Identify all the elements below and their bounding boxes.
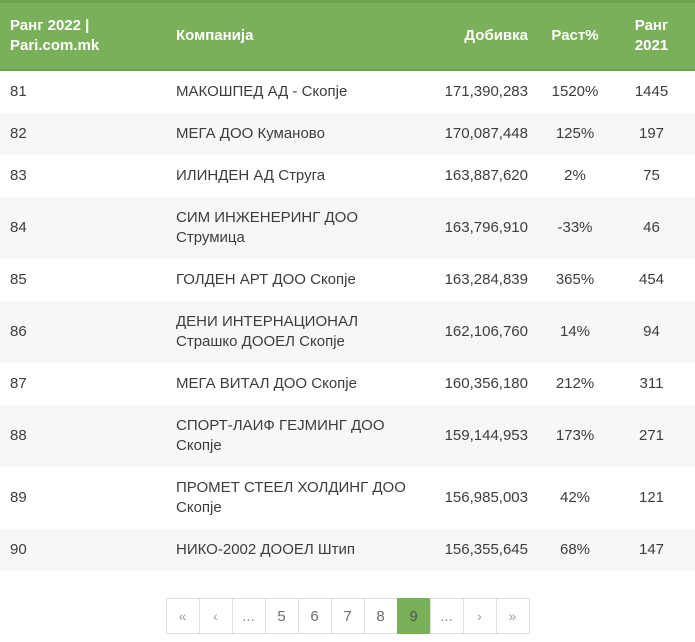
cell-rank-2021: 147 (638, 541, 665, 558)
cell-rank-2021: 94 (643, 323, 660, 340)
table-row: 88 СПОРТ-ЛАИФ ГЕЈМИНГ ДОО Скопје 159,144… (0, 405, 695, 467)
cell-rank-2022: 85 (10, 271, 27, 288)
cell-profit: 163,796,910 (444, 219, 528, 236)
table-row: 89 ПРОМЕТ СТЕЕЛ ХОЛДИНГ ДОО Скопје 156,9… (0, 467, 695, 529)
cell-company: ИЛИНДЕН АД Струга (176, 167, 326, 184)
pagination-page-8[interactable]: 8 (363, 598, 398, 634)
ranking-table: Ранг 2022 | Pari.com.mk Компанија Добивк… (0, 0, 695, 571)
pagination-ellipsis-8: ... (429, 598, 464, 634)
pagination-prev[interactable]: ‹ (198, 598, 233, 634)
cell-profit: 162,106,760 (444, 323, 528, 340)
table-row: 84 СИМ ИНЖЕНЕРИНГ ДОО Струмица 163,796,9… (0, 197, 695, 259)
cell-growth: 68% (559, 541, 591, 558)
cell-growth: 42% (559, 489, 591, 506)
pagination-page-5[interactable]: 5 (264, 598, 299, 634)
cell-growth: 2% (564, 167, 586, 184)
pagination: «‹... 5 6 7 8 9... ›» (165, 598, 530, 634)
cell-rank-2021: 197 (638, 125, 665, 142)
header-row: Ранг 2022 | Pari.com.mk Компанија Добивк… (0, 0, 695, 71)
cell-rank-2021: 46 (643, 219, 660, 236)
cell-rank-2021: 311 (639, 375, 664, 392)
cell-rank-2022: 86 (10, 323, 27, 340)
cell-rank-2021: 271 (638, 427, 665, 444)
cell-rank-2021: 454 (638, 271, 665, 288)
header-profit: Добивка (431, 0, 538, 71)
pagination-page-6[interactable]: 6 (297, 598, 332, 634)
cell-rank-2022: 88 (10, 427, 27, 444)
cell-company: ГОЛДЕН АРТ ДОО Скопје (176, 271, 356, 288)
pagination-page-7[interactable]: 7 (330, 598, 365, 634)
table-row: 86 ДЕНИ ИНТЕРНАЦИОНАЛ Страшко ДООЕЛ Скоп… (0, 301, 695, 363)
pagination-page-9-active[interactable]: 9 (396, 598, 431, 634)
cell-growth: 173% (555, 427, 595, 444)
cell-rank-2022: 81 (10, 83, 27, 100)
header-company: Компанија (166, 0, 431, 71)
cell-growth: 125% (555, 125, 595, 142)
cell-rank-2022: 90 (10, 541, 27, 558)
cell-profit: 171,390,283 (444, 83, 528, 100)
header-growth: Раст% (538, 0, 612, 71)
pagination-next[interactable]: › (462, 598, 497, 634)
cell-company: СПОРТ-ЛАИФ ГЕЈМИНГ ДОО Скопје (176, 417, 385, 454)
cell-company: ПРОМЕТ СТЕЕЛ ХОЛДИНГ ДОО Скопје (176, 479, 406, 516)
table-header: Ранг 2022 | Pari.com.mk Компанија Добивк… (0, 0, 695, 71)
pagination-first[interactable]: « (165, 598, 200, 634)
cell-rank-2022: 82 (10, 125, 27, 142)
table-row: 82 МЕГА ДОО Куманово 170,087,448 125% 19… (0, 113, 695, 155)
pagination-wrap: «‹... 5 6 7 8 9... ›» (0, 598, 695, 634)
cell-company: МЕГА ВИТАЛ ДОО Скопје (176, 375, 357, 392)
cell-rank-2022: 84 (10, 219, 27, 236)
cell-growth: 212% (555, 375, 595, 392)
table-row: 81 МАКОШПЕД АД - Скопје 171,390,283 1520… (0, 70, 695, 113)
cell-rank-2022: 83 (10, 167, 27, 184)
pagination-last[interactable]: » (495, 598, 530, 634)
table-row: 90 НИКО-2002 ДООЕЛ Штип 156,355,645 68% … (0, 529, 695, 571)
cell-rank-2022: 87 (10, 375, 27, 392)
table-row: 83 ИЛИНДЕН АД Струга 163,887,620 2% 75 (0, 155, 695, 197)
cell-growth: 14% (559, 323, 591, 340)
cell-growth: -33% (557, 219, 593, 236)
cell-rank-2021: 121 (638, 489, 665, 506)
table-body: 81 МАКОШПЕД АД - Скопје 171,390,283 1520… (0, 70, 695, 571)
cell-company: НИКО-2002 ДООЕЛ Штип (176, 541, 356, 558)
header-rank-2022: Ранг 2022 | Pari.com.mk (0, 0, 166, 71)
table-row: 85 ГОЛДЕН АРТ ДОО Скопје 163,284,839 365… (0, 259, 695, 301)
cell-profit: 163,887,620 (444, 167, 528, 184)
header-rank-2021: Ранг 2021 (612, 0, 695, 71)
cell-growth: 1520% (551, 83, 599, 100)
table-row: 87 МЕГА ВИТАЛ ДОО Скопје 160,356,180 212… (0, 363, 695, 405)
cell-company: МАКОШПЕД АД - Скопје (176, 83, 348, 100)
cell-rank-2021: 1445 (634, 83, 669, 100)
cell-profit: 159,144,953 (444, 427, 528, 444)
cell-profit: 156,985,003 (444, 489, 528, 506)
cell-profit: 160,356,180 (444, 375, 528, 392)
cell-growth: 365% (555, 271, 595, 288)
cell-rank-2022: 89 (10, 489, 27, 506)
cell-company: МЕГА ДОО Куманово (176, 125, 325, 142)
cell-profit: 156,355,645 (444, 541, 528, 558)
pagination-ellipsis-2: ... (231, 598, 266, 634)
cell-profit: 163,284,839 (444, 271, 528, 288)
cell-rank-2021: 75 (643, 167, 660, 184)
cell-company: ДЕНИ ИНТЕРНАЦИОНАЛ Страшко ДООЕЛ Скопје (176, 313, 359, 350)
cell-company: СИМ ИНЖЕНЕРИНГ ДОО Струмица (176, 209, 358, 246)
cell-profit: 170,087,448 (444, 125, 528, 142)
